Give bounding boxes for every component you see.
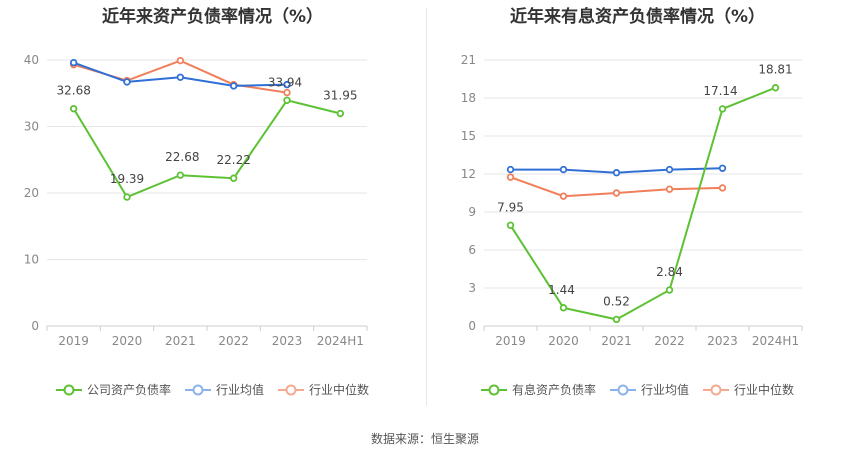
data-point-company <box>771 84 780 92</box>
data-point-median <box>176 56 185 65</box>
data-point-company <box>283 96 291 104</box>
data-point-company <box>229 174 238 182</box>
data-point-company <box>559 304 568 312</box>
y-tick-label: 30 <box>24 120 39 134</box>
legend-marker-avg-icon <box>609 384 636 395</box>
data-point-company <box>506 221 515 229</box>
y-tick-label: 12 <box>461 167 476 181</box>
y-tick-label: 18 <box>461 91 476 105</box>
data-point-avg <box>123 78 131 86</box>
y-tick-label: 15 <box>461 129 476 143</box>
legend-marker-company-icon <box>480 384 507 395</box>
series-line-company <box>72 99 341 199</box>
data-label: 22.22 <box>216 153 250 167</box>
data-point-company <box>69 104 78 113</box>
chart-plot-debt-ratio: 0 10 20 30 40 2019 2020 2021 2022 2023 2024H1 32.68… <box>24 53 368 348</box>
data-label: 19.39 <box>110 172 144 186</box>
legend-item-company[interactable]: 有息资产负债率 <box>480 381 596 398</box>
data-point-median <box>718 184 727 192</box>
chart-title: 近年来有息资产负债率情况（%） <box>509 7 766 27</box>
y-tick-label: 0 <box>468 319 476 333</box>
legend-item-company[interactable]: 公司资产负债率 <box>55 381 171 398</box>
x-tick-label: 2019 <box>58 334 89 348</box>
x-tick-label: 2024H1 <box>752 334 799 348</box>
data-point-company <box>665 286 674 294</box>
legend-marker-median-icon <box>278 384 304 395</box>
data-label: 18.81 <box>758 63 792 77</box>
x-tick-label: 2023 <box>272 334 303 348</box>
legend-label: 公司资产负债率 <box>86 383 171 397</box>
y-tick-label: 20 <box>24 186 39 200</box>
legend-label: 行业均值 <box>640 383 689 397</box>
data-label: 22.68 <box>165 150 199 164</box>
data-point-median <box>612 189 621 197</box>
panel-divider <box>426 8 427 406</box>
data-label: 32.68 <box>56 84 90 98</box>
data-label: 0.52 <box>603 294 630 308</box>
data-source-note: 数据来源：恒生聚源 <box>370 432 479 446</box>
y-tick-label: 21 <box>461 53 476 67</box>
y-tick-label: 9 <box>468 205 476 219</box>
chart-panel-debt-ratio: 近年来资产负债率情况（%） 0 10 20 30 40 2019 2020 2021 2022 2… <box>0 0 425 420</box>
chart-legend: 公司资产负债率 行业均值 行业中位数 <box>0 381 425 398</box>
chart-panel-interest-debt-ratio: 近年来有息资产负债率情况（%） 0 3 6 9 12 15 18 21 2019 2020 2021… <box>425 0 850 420</box>
legend-item-median[interactable]: 行业中位数 <box>703 381 794 398</box>
data-point-company <box>612 315 621 324</box>
x-tick-label: 2020 <box>548 334 579 348</box>
x-tick-label: 2019 <box>495 334 526 348</box>
legend-label: 行业中位数 <box>309 383 370 397</box>
chart-legend: 有息资产负债率 行业均值 行业中位数 <box>425 381 850 398</box>
data-point-company <box>176 171 185 179</box>
legend-marker-median-icon <box>703 384 729 395</box>
legend-label: 行业均值 <box>215 383 264 397</box>
legend-marker-avg-icon <box>184 384 211 395</box>
x-tick-label: 2020 <box>112 334 143 348</box>
data-point-avg <box>718 164 727 172</box>
data-point-avg <box>69 58 78 67</box>
data-point-median <box>506 173 515 181</box>
data-point-median <box>283 88 291 97</box>
legend-marker-company-icon <box>55 384 82 395</box>
x-tick-label: 2023 <box>707 334 738 348</box>
x-tick-label: 2022 <box>218 334 249 348</box>
legend-label: 行业中位数 <box>734 383 795 397</box>
y-tick-label: 0 <box>31 319 39 333</box>
data-label: 33.94 <box>268 75 302 89</box>
data-label: 2.84 <box>656 265 683 279</box>
data-point-avg <box>176 73 185 81</box>
data-label: 1.44 <box>548 283 575 297</box>
data-point-avg <box>665 165 674 174</box>
x-tick-label: 2022 <box>654 334 685 348</box>
legend-item-avg[interactable]: 行业均值 <box>609 381 689 398</box>
data-point-avg <box>229 82 238 90</box>
data-point-median <box>665 185 674 193</box>
legend-item-median[interactable]: 行业中位数 <box>278 381 369 398</box>
data-label: 31.95 <box>323 89 357 103</box>
data-point-avg <box>559 165 568 174</box>
y-tick-label: 6 <box>468 243 476 257</box>
x-tick-label: 2021 <box>165 334 196 348</box>
data-label: 17.14 <box>703 84 737 98</box>
data-point-company <box>123 193 131 201</box>
data-label: 7.95 <box>497 200 524 214</box>
y-tick-label: 3 <box>468 281 476 295</box>
data-point-avg <box>506 165 515 174</box>
chart-title: 近年来资产负债率情况（%） <box>101 7 324 27</box>
y-tick-label: 10 <box>24 253 39 267</box>
chart-plot-interest-debt-ratio: 0 3 6 9 12 15 18 21 2019 2020 2021 2022 2023 2024H1 7.… <box>461 53 803 348</box>
data-point-company <box>336 109 345 118</box>
data-point-avg <box>612 169 621 177</box>
x-tick-label: 2021 <box>601 334 632 348</box>
series-line-company <box>509 86 776 321</box>
x-tick-label: 2024H1 <box>317 334 364 348</box>
y-tick-label: 40 <box>24 53 39 67</box>
legend-item-avg[interactable]: 行业均值 <box>184 381 264 398</box>
data-point-company <box>718 105 727 113</box>
legend-label: 有息资产负债率 <box>511 383 596 397</box>
data-point-median <box>559 192 568 200</box>
data-point-avg <box>283 80 291 89</box>
